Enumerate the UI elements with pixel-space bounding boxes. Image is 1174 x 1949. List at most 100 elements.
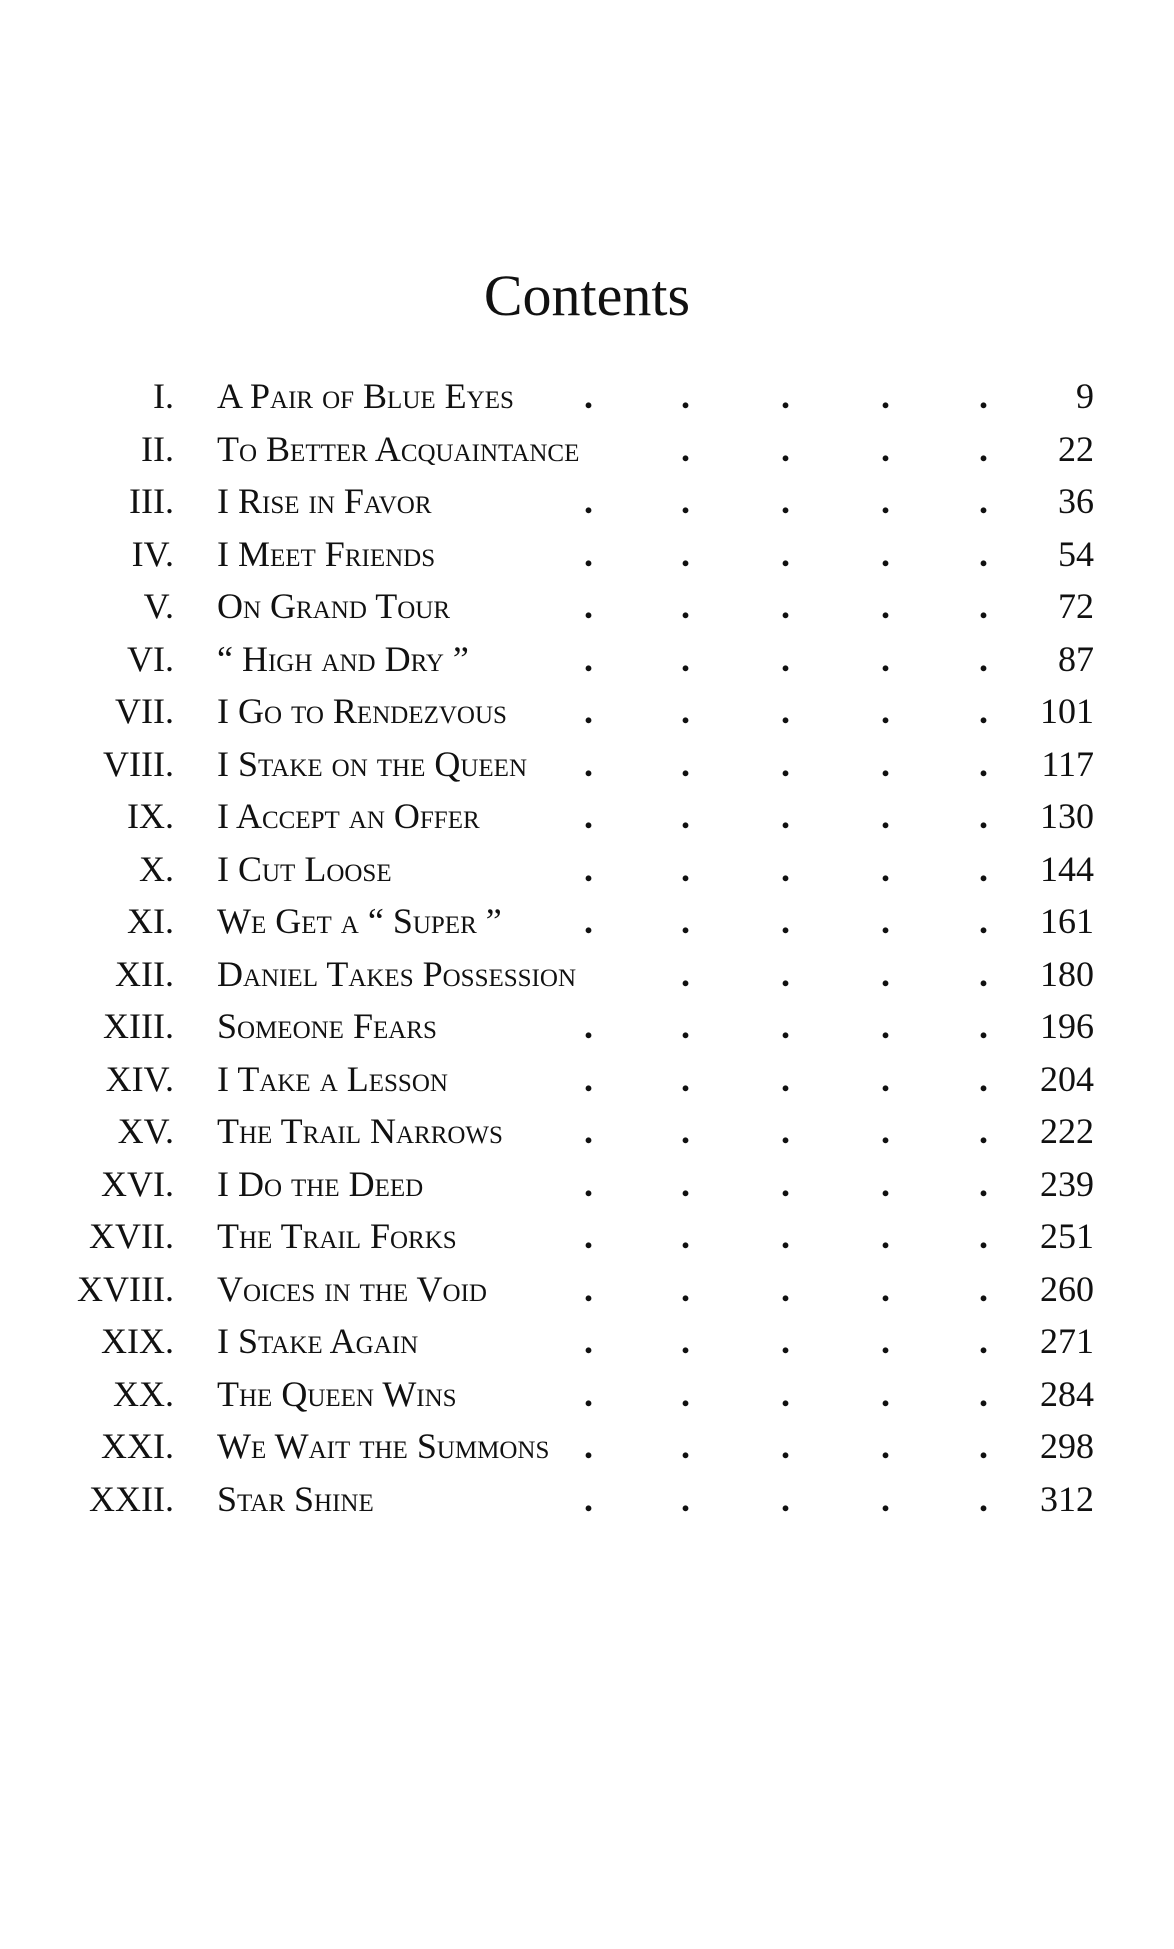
leader-dot: .	[681, 848, 690, 889]
leader-dot: .	[584, 376, 593, 416]
leader-dot: .	[881, 743, 890, 784]
leader-dot: .	[979, 376, 988, 416]
page-number: 54	[1058, 533, 1094, 574]
chapter-title: To Better Acquaintance	[217, 428, 580, 469]
leader-dot: .	[881, 1111, 890, 1151]
chapter-title: The Trail Forks	[217, 1216, 457, 1256]
leader-dot: .	[781, 953, 790, 994]
leader-dot: .	[979, 638, 988, 679]
leader-dot: .	[681, 481, 690, 521]
chapter-numeral: XV.	[117, 1111, 174, 1151]
toc-entry: XVI. I Do the Deed 239.....	[0, 1158, 1174, 1210]
leader-dot: .	[881, 1321, 890, 1361]
leader-dot: .	[781, 848, 790, 889]
chapter-title: A Pair of Blue Eyes	[217, 376, 514, 416]
chapter-title: I Rise in Favor	[217, 481, 432, 521]
chapter-numeral: XII.	[115, 953, 174, 994]
toc-entry: V. On Grand Tour 72.....	[0, 580, 1174, 632]
leader-dot: .	[584, 1373, 593, 1414]
leader-dot: .	[781, 1321, 790, 1361]
page-number: 117	[1041, 743, 1094, 784]
chapter-title: I Cut Loose	[217, 848, 392, 889]
leader-dot: .	[584, 481, 593, 521]
page-number: 260	[1040, 1268, 1094, 1309]
toc-entry: IV. I Meet Friends 54.....	[0, 528, 1174, 580]
page-number: 271	[1040, 1321, 1094, 1361]
leader-dot: .	[681, 533, 690, 574]
leader-dot: .	[979, 1216, 988, 1256]
leader-dot: .	[681, 1216, 690, 1256]
leader-dot: .	[979, 1426, 988, 1466]
leader-dot: .	[781, 1163, 790, 1204]
chapter-title: I Stake on the Queen	[217, 743, 528, 784]
leader-dot: .	[584, 1006, 593, 1046]
leader-dot: .	[781, 1426, 790, 1466]
leader-dot: .	[781, 481, 790, 521]
leader-dot: .	[781, 743, 790, 784]
leader-dot: .	[979, 743, 988, 784]
leader-dot: .	[881, 533, 890, 574]
chapter-numeral: VI.	[127, 638, 174, 679]
leader-dot: .	[881, 1058, 890, 1099]
page-number: 239	[1040, 1163, 1094, 1204]
leader-dot: .	[881, 1216, 890, 1256]
chapter-title: I Do the Deed	[217, 1163, 424, 1204]
chapter-numeral: X.	[139, 848, 174, 889]
leader-dot: .	[584, 848, 593, 889]
chapter-numeral: I.	[153, 376, 174, 416]
page-number: 180	[1040, 953, 1094, 994]
leader-dot: .	[979, 691, 988, 731]
chapter-numeral: XVII.	[89, 1216, 174, 1256]
leader-dot: .	[881, 796, 890, 836]
leader-dot: .	[979, 533, 988, 574]
chapter-title: I Meet Friends	[217, 533, 436, 574]
leader-dot: .	[881, 1268, 890, 1309]
leader-dot: .	[979, 796, 988, 836]
leader-dot: .	[979, 1268, 988, 1309]
leader-dot: .	[881, 1163, 890, 1204]
chapter-numeral: XXI.	[101, 1426, 174, 1466]
chapter-numeral: XIV.	[105, 1058, 174, 1099]
leader-dot: .	[781, 586, 790, 626]
chapter-numeral: V.	[143, 586, 174, 626]
page-number: 161	[1040, 901, 1094, 941]
toc-entry: IX. I Accept an Offer 130.....	[0, 790, 1174, 842]
leader-dot: .	[681, 1426, 690, 1466]
leader-dot: .	[979, 481, 988, 521]
leader-dot: .	[681, 1321, 690, 1361]
chapter-title: The Queen Wins	[217, 1373, 457, 1414]
leader-dot: .	[881, 481, 890, 521]
leader-dot: .	[881, 901, 890, 941]
leader-dot: .	[781, 533, 790, 574]
leader-dot: .	[979, 1111, 988, 1151]
leader-dot: .	[781, 796, 790, 836]
page-number: 298	[1040, 1426, 1094, 1466]
page-number: 284	[1040, 1373, 1094, 1414]
toc-entry: VI. “ High and Dry ” 87.....	[0, 633, 1174, 685]
leader-dot: .	[681, 638, 690, 679]
toc-entry: II. To Better Acquaintance 22....	[0, 423, 1174, 475]
page-number: 101	[1040, 691, 1094, 731]
leader-dot: .	[979, 428, 988, 469]
leader-dot: .	[881, 586, 890, 626]
leader-dot: .	[681, 901, 690, 941]
leader-dot: .	[681, 1373, 690, 1414]
toc-entry: XVIII. Voices in the Void 260.....	[0, 1263, 1174, 1315]
leader-dot: .	[881, 1478, 890, 1519]
page-number: 251	[1040, 1216, 1094, 1256]
leader-dot: .	[681, 1006, 690, 1046]
leader-dot: .	[881, 428, 890, 469]
chapter-numeral: IV.	[131, 533, 174, 574]
chapter-numeral: XX.	[113, 1373, 174, 1414]
leader-dot: .	[881, 376, 890, 416]
leader-dot: .	[681, 1268, 690, 1309]
leader-dot: .	[881, 1426, 890, 1466]
toc-entry: XX. The Queen Wins 284.....	[0, 1368, 1174, 1420]
chapter-title: Someone Fears	[217, 1006, 437, 1046]
chapter-numeral: II.	[141, 428, 174, 469]
chapter-numeral: XVIII.	[77, 1268, 174, 1309]
leader-dot: .	[979, 1373, 988, 1414]
leader-dot: .	[584, 743, 593, 784]
chapter-numeral: XVI.	[101, 1163, 174, 1204]
toc-entry: XVII. The Trail Forks 251.....	[0, 1210, 1174, 1262]
